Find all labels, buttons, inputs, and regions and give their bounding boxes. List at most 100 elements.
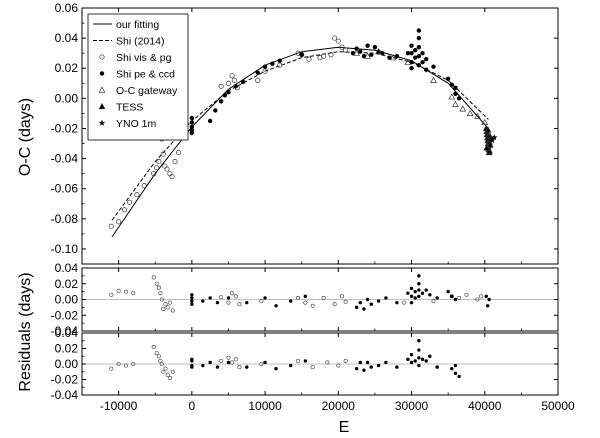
data-point [450,294,454,299]
data-point [154,165,160,171]
data-point [416,44,422,50]
data-point [431,64,436,69]
data-point [167,171,173,177]
data-point [263,360,267,365]
data-point [170,369,175,374]
data-point [277,62,283,68]
data-point [237,365,242,370]
data-point [190,296,194,300]
data-point [123,363,128,368]
data-point [358,49,363,54]
data-point [420,291,425,295]
data-point [417,282,421,286]
data-point [109,366,114,371]
data-point [263,296,267,300]
data-point [416,63,422,68]
data-point [417,294,421,299]
y-tick-label: 0.04 [55,31,79,45]
data-point [190,365,194,369]
data-point [289,363,293,368]
data-point [134,192,140,198]
data-point [365,297,370,302]
data-point [428,354,432,358]
data-point [131,361,136,367]
data-point [270,61,275,66]
y-tick-label: 0.04 [55,261,79,275]
data-point [413,47,418,53]
data-point [466,109,474,117]
data-point [321,295,326,300]
y-tick-label: 0.04 [55,326,79,340]
data-point [167,300,172,305]
data-point [231,77,237,83]
data-point [164,166,170,172]
data-point [486,147,493,154]
data-point [405,50,411,56]
y-tick-label: 0.02 [55,342,79,356]
legend-swatch [98,102,106,110]
y-tick-label: 0.00 [55,293,79,307]
data-point [479,294,484,299]
data-point [343,47,349,53]
data-point [274,366,278,371]
data-point [222,93,227,98]
data-point [353,49,361,56]
data-point [372,44,378,50]
data-point [208,360,212,365]
data-point [423,57,429,62]
data-point [163,302,168,307]
data-point [229,73,235,79]
data-point [417,274,421,278]
data-point [159,361,164,367]
data-point [156,285,161,290]
data-point [483,144,490,151]
data-point [226,300,231,305]
data-point [154,281,159,286]
data-point [303,294,308,299]
data-point [321,53,327,59]
data-point [339,44,345,50]
data-point [343,358,348,363]
data-point [325,360,330,365]
data-point [295,295,301,300]
data-point [453,297,458,302]
data-point [406,291,410,295]
data-point [354,305,359,310]
data-point [277,58,282,63]
data-point [161,306,166,312]
data-point [384,296,388,300]
data-point [218,83,224,89]
data-point [154,351,159,356]
data-point [369,52,374,57]
data-point [255,77,261,83]
data-point [365,43,370,48]
data-point [208,296,212,300]
data-point [409,353,414,357]
data-point [376,363,381,368]
legend-label: TESS [116,102,143,114]
data-point [108,223,114,229]
data-point [310,365,315,370]
data-point [226,296,231,300]
data-point [416,35,422,41]
data-point [380,50,385,56]
data-point [423,67,429,72]
data-point [259,299,264,304]
data-point [233,294,238,299]
data-point [165,372,170,377]
data-point [343,299,348,304]
data-point [475,297,480,302]
data-point [230,291,235,296]
data-point [207,118,213,124]
data-point [459,105,467,112]
y-tick-label: -0.04 [51,324,79,338]
data-point [332,302,337,307]
data-point [109,292,114,297]
y-tick-label: 0.02 [55,61,79,75]
data-point [453,85,458,91]
legend-label: Shi (2014) [116,36,164,48]
data-point [310,303,315,308]
legend-label: our fitting [116,19,159,31]
data-point [215,300,220,305]
data-point [328,52,334,58]
